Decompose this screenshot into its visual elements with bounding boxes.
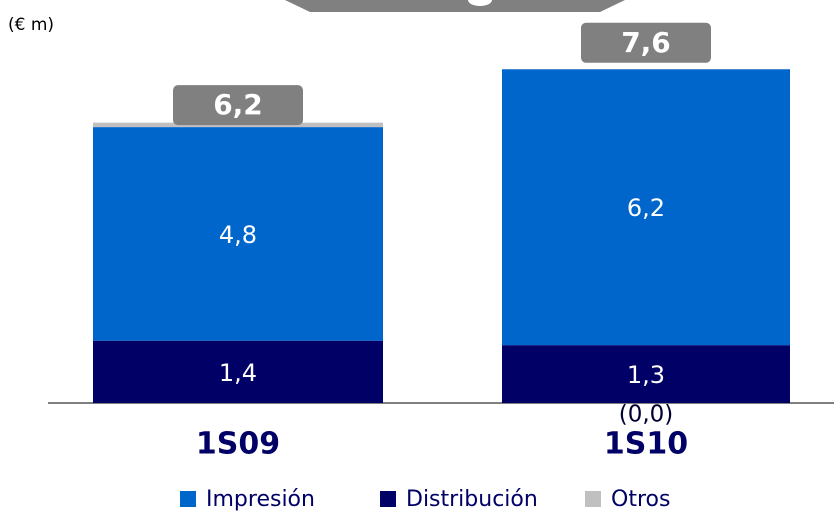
value-label: 4,8 [219,221,257,249]
total-label: 6,2 [213,88,263,121]
legend-swatch [180,491,196,507]
unit-label: (€ m) [8,15,54,35]
total-box [173,85,303,126]
x-tick-label: 1S10 [604,427,688,462]
bar-segment [502,69,790,346]
bar-segment [502,345,790,403]
total-box [581,22,711,63]
value-label: (0,0) [619,402,674,428]
legend-swatch [380,491,396,507]
x-tick-label: 1S09 [196,427,280,462]
bar-segment [93,340,383,403]
total-label: 7,6 [621,26,671,59]
top-arrow-notch [468,0,492,6]
legend-swatch [585,491,601,507]
value-label: 1,4 [219,359,257,387]
value-label: 1,3 [627,361,665,389]
value-label: 6,2 [627,194,665,222]
legend-label: Impresión [206,487,315,512]
legend-label: Otros [611,487,670,512]
bar-segment [93,127,383,341]
top-arrow [285,0,625,12]
legend-label: Distribución [406,487,538,512]
